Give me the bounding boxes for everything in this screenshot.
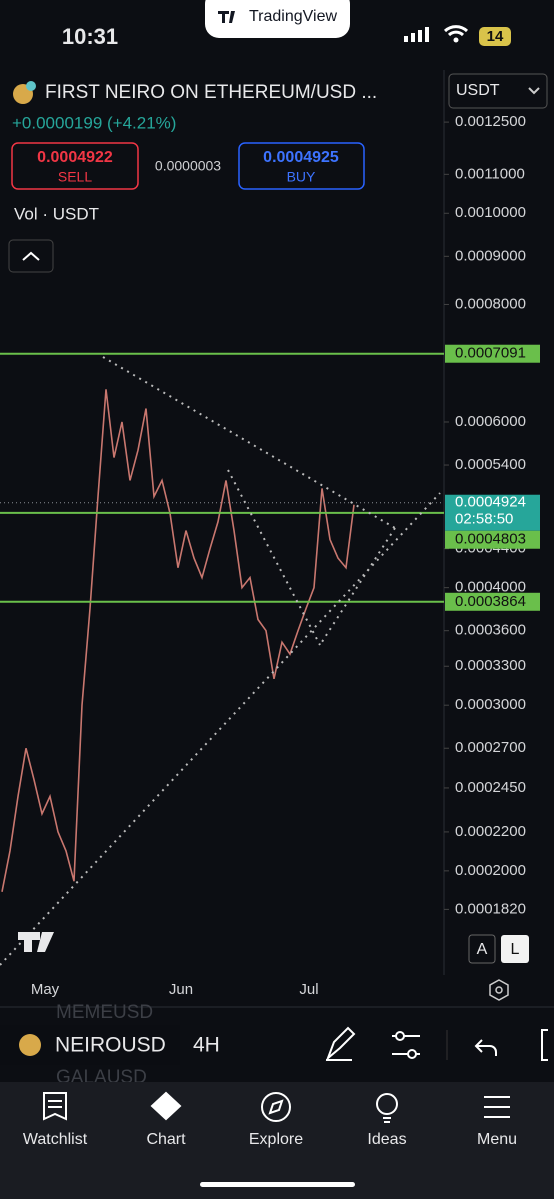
x-tick-label: Jul [299, 981, 318, 998]
currency-select[interactable] [448, 73, 548, 109]
auto-scale-label: A [477, 941, 488, 958]
y-tick-label: 0.0010000 [455, 204, 526, 221]
interval[interactable]: 4H [193, 1034, 220, 1057]
nav-item[interactable]: Menu [477, 1131, 517, 1148]
level-box [445, 344, 540, 363]
y-tick-label: 0.0003000 [455, 696, 526, 713]
nav-item[interactable]: Explore [249, 1131, 303, 1148]
price-line [1, 389, 355, 892]
y-tick-label: 0.0001820 [455, 900, 526, 917]
x-tick-label: May [31, 981, 60, 998]
clock: 10:31 [62, 24, 118, 49]
level-label: 0.0003864 [455, 593, 526, 610]
battery-level: 14 [487, 28, 504, 45]
wifi-dot [453, 37, 459, 43]
level-label: 0.0007091 [455, 345, 526, 362]
collapse-icon [22, 251, 40, 261]
symbol-title: FIRST NEIRO ON ETHEREUM/USD ... [45, 82, 377, 103]
y-tick-label: 0.0005400 [455, 456, 526, 473]
auto-scale-button[interactable] [468, 934, 496, 964]
settings-dot [495, 986, 503, 994]
nav-item[interactable]: Chart [146, 1131, 186, 1148]
log-scale-button[interactable] [501, 935, 529, 963]
settings-icon[interactable] [489, 979, 509, 1001]
wifi [443, 25, 469, 37]
plot: 0.0012500 0.0011000 0.0010000 0.0009000 0.00… [0, 113, 540, 998]
drawing-tool[interactable] [325, 1026, 356, 1062]
undo-button[interactable] [474, 1039, 497, 1056]
buy-price: 0.0004925 [263, 149, 339, 166]
y-tick-label: 0.0003300 [455, 657, 526, 674]
level-box [445, 592, 540, 611]
chevron [528, 87, 540, 95]
nav-bar [0, 1082, 554, 1199]
spread: 0.0000003 [155, 158, 221, 174]
sell-label: SELL [58, 169, 92, 185]
y-tick-label: 0.0003600 [455, 622, 526, 639]
y-tick-label: 0.0008000 [455, 295, 526, 312]
signal [404, 27, 429, 42]
y-tick-label: 0.0002450 [455, 779, 526, 796]
y-tick-label: 0.0004000 [455, 579, 526, 596]
last-price-box [445, 494, 540, 531]
trend-lines [0, 356, 441, 966]
tv-watermark [18, 932, 54, 952]
battery [479, 27, 511, 46]
countdown: 02:58:50 [455, 511, 513, 528]
buy-button[interactable] [238, 142, 365, 190]
log-scale-label: L [511, 941, 520, 958]
app-pill [205, 0, 350, 38]
home-indicator [200, 1182, 355, 1187]
y-tick-label: 0.0009000 [455, 247, 526, 264]
currency-label: USDT [456, 82, 500, 99]
y-tick-label: 0.0002000 [455, 862, 526, 879]
toolbar-symbol[interactable]: NEIROUSD [55, 1034, 166, 1057]
x-tick-label: Jun [169, 981, 193, 998]
sell-price: 0.0004922 [37, 149, 113, 166]
y-tick-label: 0.0011000 [455, 165, 525, 182]
nav-icons [43, 1091, 510, 1123]
indicators-button[interactable] [392, 1031, 420, 1059]
ghost-symbol: MEMEUSD [56, 1002, 153, 1023]
fullscreen-button[interactable] [541, 1029, 548, 1061]
level-box [445, 530, 540, 549]
y-tick-label: 0.0006000 [455, 413, 526, 430]
price-change: +0.0000199 (+4.21%) [12, 113, 176, 132]
last-price-label: 0.0004924 [455, 494, 526, 511]
y-tick-label: 0.0002200 [455, 823, 526, 840]
y-tick-label: 0.0012500 [455, 113, 526, 130]
buy-label: BUY [287, 169, 316, 185]
indicator-label: Vol · USDT [14, 204, 99, 223]
collapse-button[interactable] [8, 239, 54, 273]
app-name: TradingView [249, 8, 337, 25]
coin-icon [19, 1034, 41, 1056]
sell-button[interactable] [11, 142, 139, 190]
nav-item[interactable]: Watchlist [23, 1131, 88, 1148]
level-label: 0.0004803 [455, 531, 526, 548]
y-tick-label: 0.0002700 [455, 739, 526, 756]
app-logo [218, 11, 235, 23]
nav-item[interactable]: Ideas [367, 1131, 406, 1148]
coin-badge [26, 81, 36, 91]
